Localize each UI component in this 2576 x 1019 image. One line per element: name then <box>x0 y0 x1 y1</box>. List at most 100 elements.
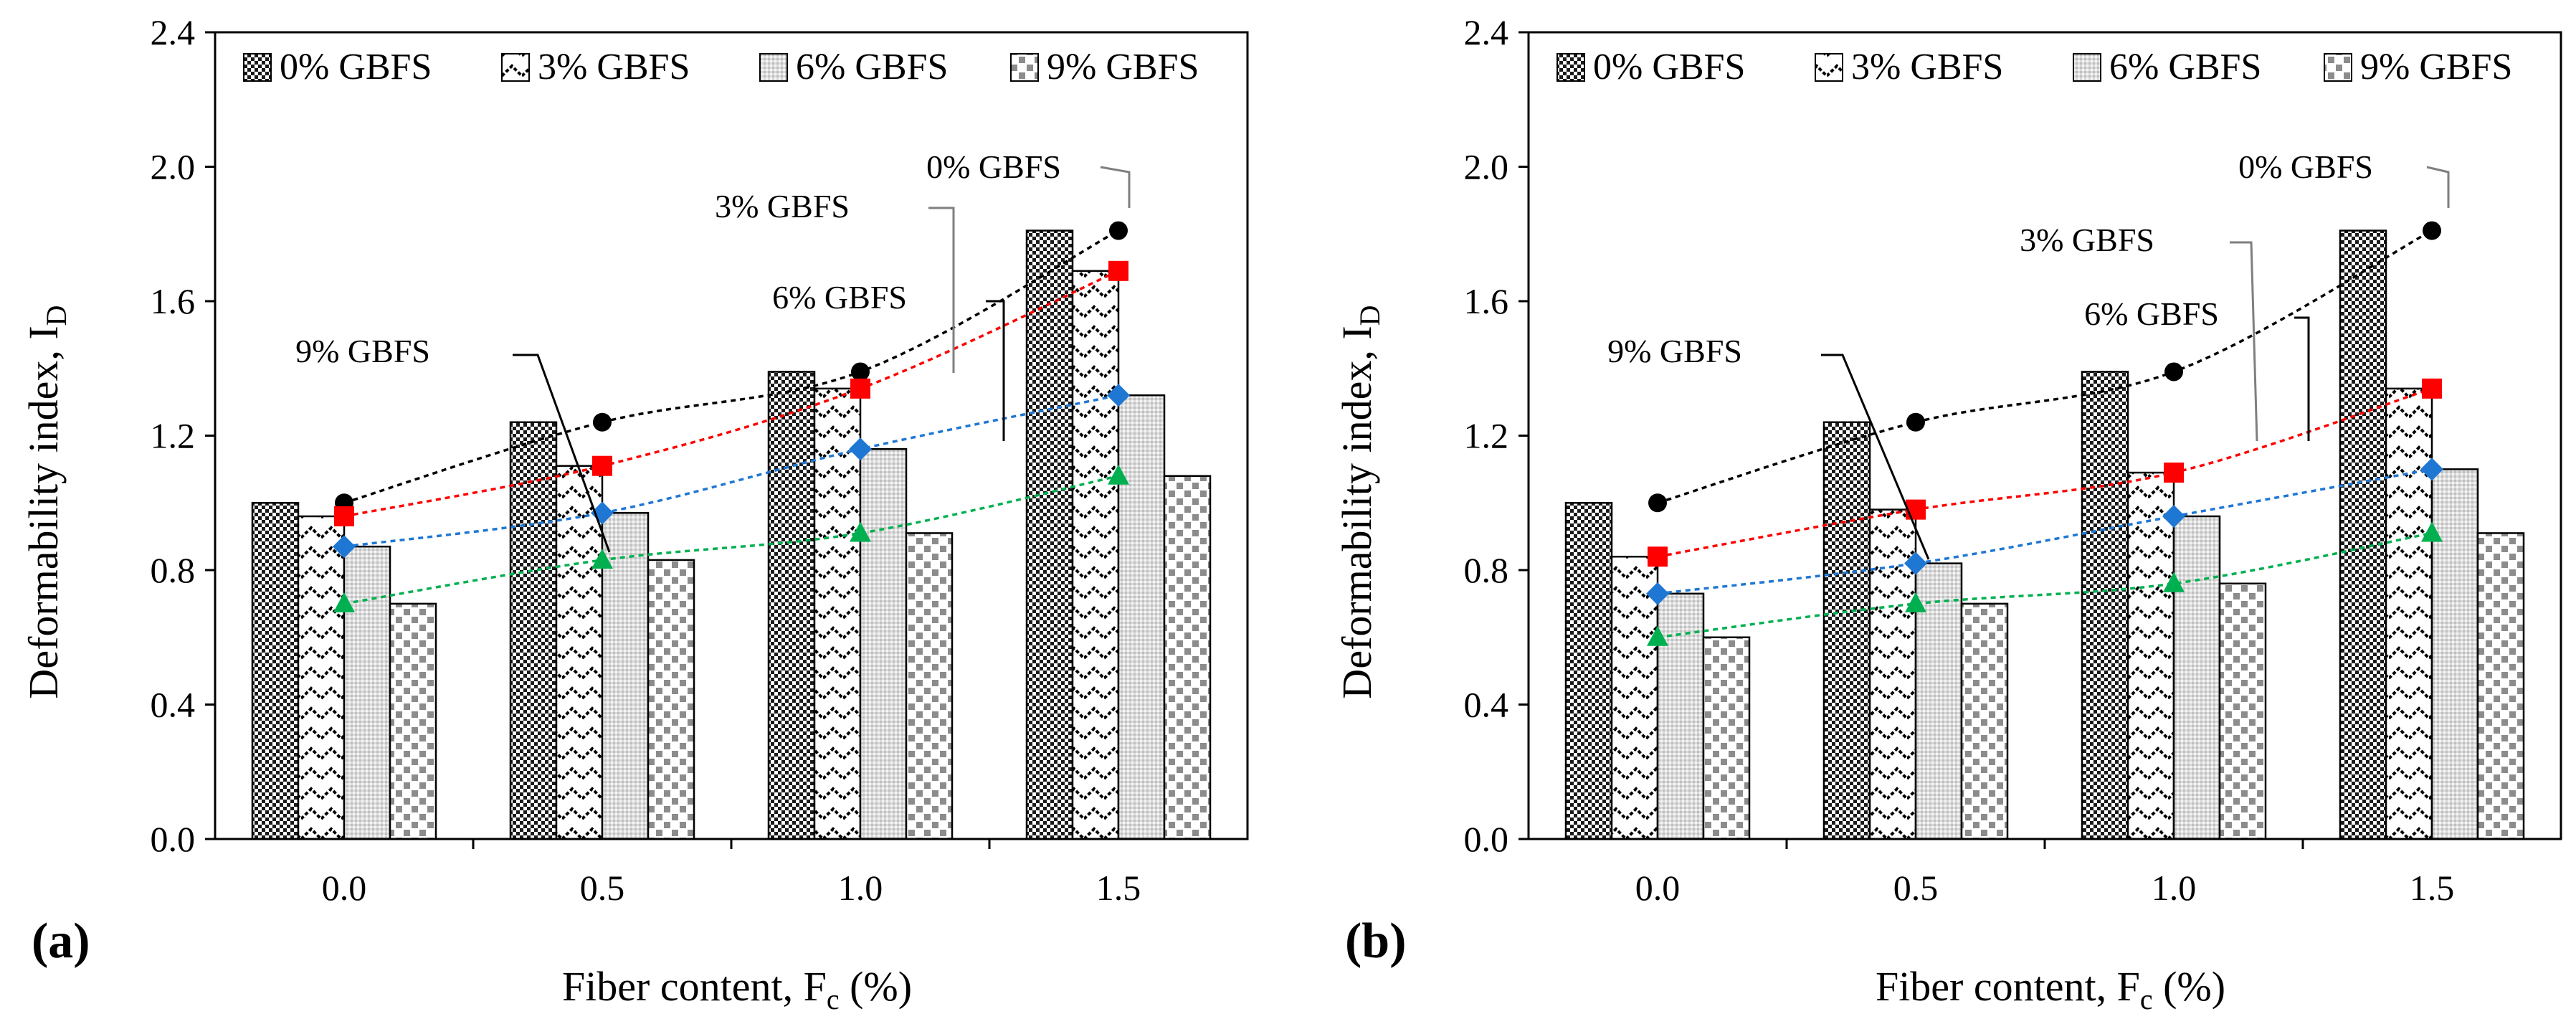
annotation-leader <box>986 300 1005 441</box>
legend-swatch <box>1815 53 1843 82</box>
data-point <box>1646 582 1669 605</box>
y-axis-title: Deformability index, ID <box>20 305 72 698</box>
legend-swatch <box>1010 53 1039 82</box>
legend-entry: 6% GBFS <box>796 47 948 87</box>
legend-swatch <box>759 53 788 82</box>
y-tick-label: 0.8 <box>1464 550 1509 590</box>
annotation-leader <box>928 207 955 373</box>
bar <box>767 371 816 840</box>
bar <box>2172 515 2221 840</box>
x-tick-label: 1.0 <box>838 868 883 908</box>
data-point <box>1906 499 1926 520</box>
legend-swatch <box>2073 53 2101 82</box>
chart-panel-a: (a) Deformability index, ID Fiber conten… <box>20 12 1249 1015</box>
data-point <box>1109 221 1128 240</box>
bar <box>1025 229 1074 840</box>
bar <box>297 515 346 840</box>
data-point <box>850 378 870 399</box>
bar <box>509 421 558 840</box>
data-point <box>2420 458 2443 481</box>
trend-line <box>1657 468 2433 595</box>
annotation-leader <box>2426 166 2450 208</box>
data-point <box>2423 221 2441 240</box>
trend-line <box>343 270 1119 518</box>
x-axis-title: Fiber content, Fc (%) <box>1876 963 2225 1015</box>
data-point <box>2422 378 2442 399</box>
annotation-label: 6% GBFS <box>772 279 907 316</box>
annotation-label: 0% GBFS <box>2238 148 2373 185</box>
annotation-label: 3% GBFS <box>715 188 850 224</box>
trend-line <box>1657 229 2433 504</box>
bar <box>1117 394 1166 840</box>
annotation-label: 9% GBFS <box>1607 333 1742 369</box>
trend-line <box>1657 531 2433 639</box>
plot-frame <box>214 31 1249 840</box>
trend-line <box>343 229 1119 504</box>
bar <box>389 602 437 840</box>
annotation-label: 0% GBFS <box>926 148 1061 185</box>
legend-entry: 0% GBFS <box>280 47 432 87</box>
bar <box>2218 582 2267 840</box>
bar <box>2081 371 2129 840</box>
legend-entry: 9% GBFS <box>2360 47 2512 87</box>
data-point <box>2164 463 2184 483</box>
y-tick-label: 1.6 <box>1464 281 1509 321</box>
bar <box>2385 387 2433 840</box>
data-point <box>1647 625 1668 646</box>
y-tick-label: 2.4 <box>151 12 196 52</box>
bar <box>1702 636 1751 840</box>
data-point <box>1904 551 1927 575</box>
data-point <box>593 412 612 432</box>
annotation-label: 9% GBFS <box>295 333 430 369</box>
bar <box>2339 229 2387 840</box>
y-tick-label: 2.0 <box>151 147 196 187</box>
x-tick-label: 0.0 <box>322 868 367 908</box>
chart-panel-b: (b) Deformability index, ID Fiber conten… <box>1334 12 2562 1015</box>
data-point <box>850 521 871 542</box>
data-point <box>2162 505 2185 528</box>
annotation-leader <box>2230 241 2258 442</box>
data-point <box>851 362 870 381</box>
x-tick-label: 0.0 <box>1635 868 1681 908</box>
x-tick-label: 1.0 <box>2152 868 2197 908</box>
trend-line <box>343 475 1119 605</box>
legend-swatch <box>501 53 530 82</box>
bar <box>1163 475 1212 840</box>
y-tick-label: 0.4 <box>151 685 196 725</box>
data-point <box>849 437 872 461</box>
y-axis-title: Deformability index, ID <box>1334 305 1386 698</box>
bar <box>905 532 954 840</box>
data-point <box>333 592 355 612</box>
bar <box>251 502 300 840</box>
data-point <box>1108 260 1128 281</box>
data-point <box>334 506 354 526</box>
bar <box>1960 602 2009 840</box>
legend-entry: 0% GBFS <box>1593 47 1745 87</box>
legend-swatch <box>2324 53 2352 82</box>
bar <box>647 559 695 840</box>
x-tick-label: 1.5 <box>1096 868 1141 908</box>
legend-entry: 3% GBFS <box>1851 47 2003 87</box>
bar <box>1071 270 1120 840</box>
x-tick-label: 0.5 <box>1893 868 1939 908</box>
x-tick-label: 0.5 <box>580 868 625 908</box>
data-point <box>1905 592 1926 612</box>
legend-entry: 9% GBFS <box>1047 47 1199 87</box>
y-tick-label: 0.0 <box>1464 819 1509 859</box>
bar <box>813 387 862 840</box>
y-tick-label: 1.2 <box>151 416 196 456</box>
panel-label-b: (b) <box>1345 914 1407 969</box>
annotation-leader <box>2294 316 2310 441</box>
bar <box>2126 471 2175 840</box>
y-tick-label: 2.0 <box>1464 147 1509 187</box>
data-point <box>1107 384 1130 407</box>
bar <box>2476 532 2525 840</box>
annotation-label: 6% GBFS <box>2084 295 2219 332</box>
legend-entry: 6% GBFS <box>2109 47 2261 87</box>
y-tick-label: 0.4 <box>1464 685 1509 725</box>
plot-frame <box>1527 31 2562 840</box>
annotation-leader <box>1100 166 1131 208</box>
legend-entry: 3% GBFS <box>538 47 690 87</box>
bar <box>555 465 604 840</box>
annotation-leader <box>513 354 611 553</box>
